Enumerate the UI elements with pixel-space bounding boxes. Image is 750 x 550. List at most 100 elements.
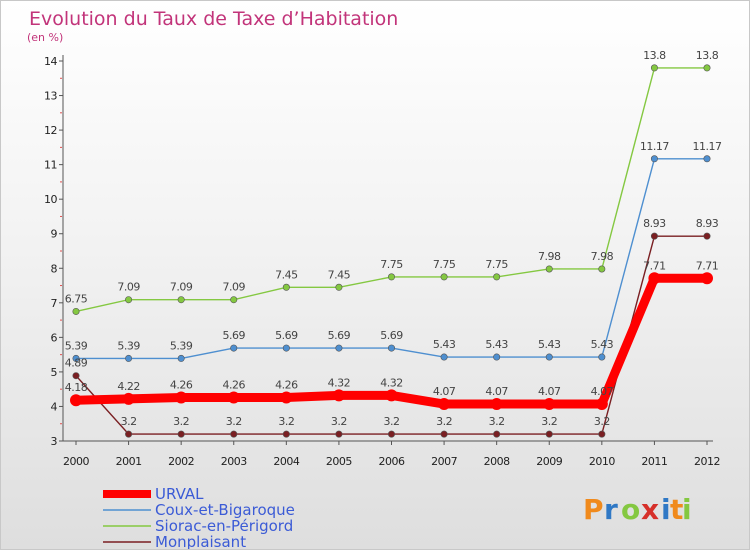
data-label: 3.2 bbox=[383, 415, 399, 428]
data-label: 7.75 bbox=[433, 258, 456, 271]
data-point bbox=[387, 430, 395, 438]
y-tick-label: 12 bbox=[44, 124, 57, 137]
x-tick-label: 2002 bbox=[168, 455, 194, 468]
y-tick-label: 13 bbox=[44, 90, 57, 103]
data-point bbox=[332, 389, 345, 402]
data-label: 5.69 bbox=[275, 329, 298, 342]
data-point bbox=[387, 344, 395, 352]
data-point bbox=[490, 398, 503, 411]
y-tick-label: 3 bbox=[51, 435, 58, 448]
logo-letter: i bbox=[682, 493, 692, 526]
y-tick-label: 11 bbox=[44, 159, 57, 172]
series-lines bbox=[70, 64, 713, 438]
data-point bbox=[230, 296, 238, 304]
data-label: 3.2 bbox=[541, 415, 557, 428]
data-point bbox=[177, 354, 185, 362]
data-label: 7.09 bbox=[170, 281, 193, 294]
data-label: 4.26 bbox=[170, 378, 193, 391]
data-point bbox=[385, 389, 398, 402]
data-label: 5.43 bbox=[485, 338, 508, 351]
logo-letter: r bbox=[604, 493, 618, 526]
data-point bbox=[703, 155, 711, 163]
data-point bbox=[177, 430, 185, 438]
data-label: 7.45 bbox=[328, 268, 351, 281]
legend-label: URVAL bbox=[155, 485, 204, 503]
data-point bbox=[650, 155, 658, 163]
data-labels: 4.18 4.22 4.26 4.26 4.26 4.32 4.32 4.07 4.07 4.07… bbox=[65, 49, 723, 428]
data-label: 3.2 bbox=[121, 415, 137, 428]
data-label: 7.98 bbox=[538, 250, 561, 263]
x-tick-label: 2012 bbox=[694, 455, 720, 468]
data-point bbox=[598, 265, 606, 273]
data-label: 3.2 bbox=[226, 415, 242, 428]
data-point bbox=[493, 353, 501, 361]
data-label: 5.69 bbox=[380, 329, 403, 342]
data-point bbox=[72, 372, 80, 380]
data-point bbox=[545, 430, 553, 438]
x-tick-label: 2006 bbox=[378, 455, 404, 468]
data-point bbox=[227, 391, 240, 404]
data-point bbox=[335, 430, 343, 438]
data-label: 4.07 bbox=[433, 385, 456, 398]
data-point bbox=[545, 265, 553, 273]
data-label: 4.32 bbox=[328, 376, 351, 389]
x-tick-label: 2003 bbox=[221, 455, 247, 468]
data-point bbox=[440, 353, 448, 361]
data-label: 13.8 bbox=[696, 49, 719, 62]
legend-label: Monplaisant bbox=[155, 533, 246, 549]
data-point bbox=[598, 353, 606, 361]
data-label: 5.39 bbox=[117, 339, 140, 352]
data-point bbox=[650, 232, 658, 240]
y-tick-label: 9 bbox=[51, 228, 58, 241]
data-point bbox=[598, 430, 606, 438]
data-point bbox=[335, 344, 343, 352]
logo-letter: t bbox=[670, 493, 683, 526]
axes: 3 4 5 6 7 8 9 10 11 12 13 14 2000 2001 2002 2003 2004 200… bbox=[44, 55, 720, 468]
x-tick-label: 2007 bbox=[431, 455, 457, 468]
logo-letter: o bbox=[621, 493, 640, 526]
data-point bbox=[703, 64, 711, 72]
y-tick-label: 10 bbox=[44, 193, 57, 206]
x-tick-label: 2004 bbox=[273, 455, 299, 468]
y-tick-label: 4 bbox=[51, 400, 58, 413]
data-label: 3.2 bbox=[436, 415, 452, 428]
data-label: 7.09 bbox=[117, 281, 140, 294]
data-label: 5.69 bbox=[222, 329, 245, 342]
data-point bbox=[72, 307, 80, 315]
data-label: 4.26 bbox=[275, 378, 298, 391]
x-tick-label: 2000 bbox=[63, 455, 89, 468]
data-label: 5.39 bbox=[170, 339, 193, 352]
x-tick-label: 2005 bbox=[326, 455, 352, 468]
data-label: 4.07 bbox=[485, 385, 508, 398]
logo-letter: P bbox=[583, 493, 604, 526]
data-point bbox=[282, 430, 290, 438]
data-label: 5.43 bbox=[433, 338, 456, 351]
data-point bbox=[703, 232, 711, 240]
y-tick-label: 8 bbox=[51, 262, 58, 275]
x-tick-label: 2001 bbox=[116, 455, 142, 468]
data-label: 7.71 bbox=[696, 259, 719, 272]
data-point bbox=[650, 64, 658, 72]
logo-letter: x bbox=[641, 493, 659, 526]
data-point bbox=[230, 430, 238, 438]
data-label: 7.98 bbox=[591, 250, 614, 263]
x-tick-label: 2011 bbox=[641, 455, 667, 468]
data-point bbox=[493, 273, 501, 281]
data-point bbox=[125, 296, 133, 304]
data-label: 8.93 bbox=[696, 217, 719, 230]
data-point bbox=[177, 296, 185, 304]
data-label: 11.17 bbox=[640, 140, 669, 153]
legend: URVALCoux-et-BigaroqueSiorac-en-Périgord… bbox=[103, 485, 295, 549]
data-label: 4.22 bbox=[117, 380, 140, 393]
x-tick-label: 2010 bbox=[589, 455, 615, 468]
y-tick-label: 5 bbox=[51, 366, 58, 379]
data-point bbox=[648, 272, 661, 285]
data-label: 5.39 bbox=[65, 339, 88, 352]
data-label: 5.43 bbox=[591, 338, 614, 351]
data-point bbox=[282, 283, 290, 291]
data-label: 3.2 bbox=[594, 415, 610, 428]
x-tick-label: 2008 bbox=[484, 455, 510, 468]
